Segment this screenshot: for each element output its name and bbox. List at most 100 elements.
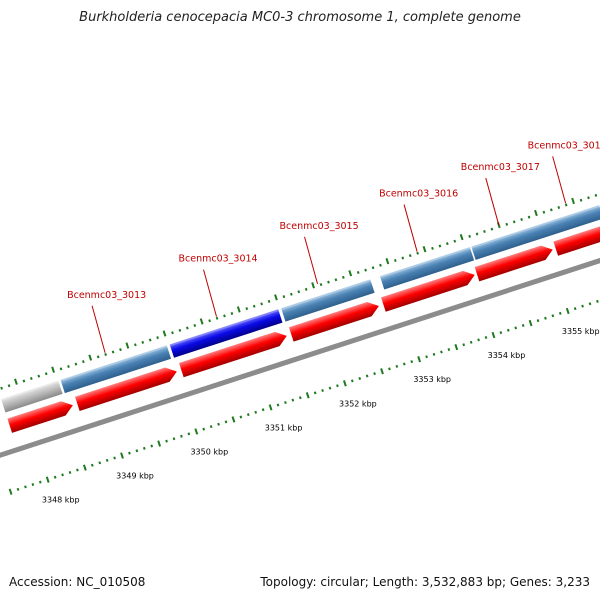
tick-mark: [230, 311, 234, 315]
tick-mark: [512, 220, 516, 224]
kbp-tick-mark: [528, 319, 533, 327]
forward-gene-3: [281, 279, 375, 322]
kbp-tick-mark: [180, 434, 183, 438]
tick-mark: [483, 230, 486, 234]
tick-mark: [527, 215, 531, 219]
kbp-tick-mark: [128, 451, 131, 455]
kbp-tick-mark: [410, 360, 414, 364]
tick-mark: [215, 316, 219, 320]
kbp-tick-mark: [402, 362, 406, 366]
reverse-gene-4: [381, 270, 475, 312]
tick-mark: [505, 222, 509, 226]
kbp-tick-mark: [38, 480, 42, 484]
genome-summary-text: Topology: circular; Length: 3,532,883 bp…: [260, 575, 590, 589]
kbp-tick-mark: [395, 364, 399, 368]
kbp-tick-mark: [477, 338, 480, 342]
gene-label-4[interactable]: Bcenmc03_3017: [461, 162, 540, 173]
tick-mark: [82, 360, 85, 364]
kbp-tick-mark: [536, 319, 540, 323]
kbp-label-2: 3350 kbp: [190, 448, 228, 457]
gene-label-2[interactable]: Bcenmc03_3015: [280, 221, 359, 232]
tick-mark: [459, 233, 464, 241]
tick-mark: [446, 242, 449, 246]
gene-label-layer: Bcenmc03_3013 Bcenmc03_3014 Bcenmc03_3015 B…: [67, 140, 600, 353]
tick-mark: [274, 294, 278, 301]
kbp-tick-mark: [98, 461, 102, 465]
accession-text: Accession: NC_010508: [9, 575, 146, 589]
kbp-tick-mark: [506, 328, 510, 332]
reverse-gene-1: [75, 367, 177, 411]
kbp-tick-mark: [24, 485, 27, 489]
kbp-tick-mark: [573, 307, 577, 311]
kbp-tick-mark: [45, 476, 50, 483]
kbp-tick-mark: [172, 437, 176, 441]
tick-mark: [342, 275, 345, 279]
tick-mark: [438, 244, 442, 248]
forward-tick-layer: [0, 193, 598, 390]
kbp-tick-mark: [53, 475, 57, 479]
tick-mark: [290, 292, 293, 296]
tick-mark: [334, 278, 338, 282]
kbp-label-1: 3349 kbp: [116, 472, 154, 481]
kbp-tick-mark: [82, 464, 87, 471]
kbp-tick-mark: [8, 488, 13, 495]
tick-mark: [141, 340, 145, 344]
forward-gene-1: [60, 345, 172, 394]
forward-gene-5: [471, 205, 600, 260]
kbp-tick-mark: [313, 391, 317, 395]
kbp-tick-mark: [365, 374, 369, 378]
tick-mark: [416, 251, 419, 255]
kbp-scale-layer: 3348 kbp 3349 kbp 3350 kbp 3351 kbp 3352 kbp…: [8, 299, 600, 505]
tick-mark: [7, 384, 11, 388]
kbp-tick-mark: [209, 425, 213, 429]
backbone-layer: [0, 257, 600, 458]
tick-mark: [186, 326, 189, 330]
tick-mark: [208, 319, 211, 323]
gene-label-3[interactable]: Bcenmc03_3016: [379, 189, 458, 200]
kbp-tick-mark: [469, 340, 473, 344]
gene-label-1[interactable]: Bcenmc03_3014: [179, 254, 258, 265]
tick-mark: [394, 258, 397, 262]
kbp-label-3: 3351 kbp: [265, 423, 303, 432]
kbp-tick-mark: [105, 458, 109, 462]
kbp-tick-mark: [217, 422, 220, 426]
tick-mark: [252, 304, 256, 308]
tick-mark: [587, 196, 590, 200]
kbp-label-0: 3348 kbp: [42, 496, 80, 505]
kbp-tick-mark: [454, 343, 459, 351]
label-leader-0: [91, 305, 106, 353]
gene-label-5[interactable]: Bcenmc03_3018: [528, 140, 600, 151]
kbp-tick-mark: [268, 404, 273, 411]
kbp-tick-mark: [588, 302, 592, 306]
tick-mark: [267, 299, 271, 303]
kbp-tick-mark: [187, 432, 191, 436]
tick-mark: [371, 266, 375, 270]
tick-mark: [51, 366, 55, 373]
kbp-tick-mark: [328, 386, 332, 390]
kbp-tick-mark: [596, 299, 599, 303]
kbp-tick-mark: [388, 367, 391, 371]
tick-mark: [162, 330, 167, 337]
kbp-tick-mark: [521, 323, 525, 327]
gene-label-0[interactable]: Bcenmc03_3013: [67, 290, 146, 301]
tick-mark: [422, 245, 427, 253]
kbp-tick-mark: [135, 449, 139, 453]
kbp-tick-mark: [224, 420, 228, 424]
tick-mark: [327, 280, 330, 284]
map-title: Burkholderia cenocepacia MC0-3 chromosom…: [79, 10, 521, 25]
reverse-gene-0: [7, 401, 73, 433]
tick-mark: [401, 256, 405, 260]
kbp-tick-mark: [417, 356, 422, 363]
tick-mark: [22, 379, 26, 383]
tick-mark: [223, 314, 226, 318]
tick-mark: [297, 290, 301, 294]
tick-mark: [193, 324, 197, 328]
kbp-label-7: 3355 kbp: [562, 327, 600, 336]
tick-mark: [104, 352, 107, 356]
tick-mark: [431, 246, 434, 250]
tick-mark: [260, 302, 263, 306]
tick-mark: [571, 197, 575, 205]
kbp-tick-mark: [194, 428, 199, 435]
tick-mark: [475, 232, 479, 236]
kbp-label-6: 3354 kbp: [488, 351, 526, 360]
